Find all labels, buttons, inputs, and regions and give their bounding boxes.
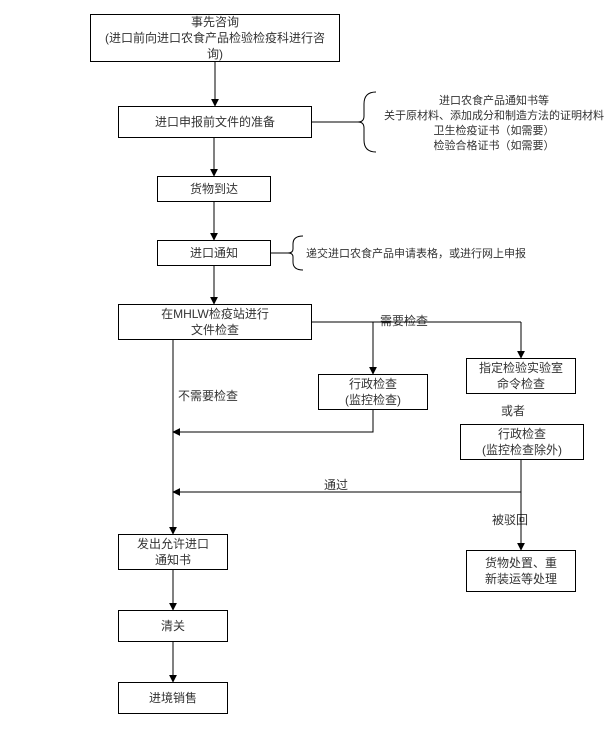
bracket-submit xyxy=(288,236,303,270)
node-sale: 进境销售 xyxy=(118,682,228,714)
label-no-check: 不需要检查 xyxy=(178,388,238,404)
node-import-notice: 进口通知 xyxy=(157,240,271,266)
label-reject: 被驳回 xyxy=(492,512,528,528)
label-pass: 通过 xyxy=(324,477,348,493)
bracket-doc-list xyxy=(358,92,376,152)
node-admin-check: 行政检查 (监控检查) xyxy=(318,374,428,410)
node-lab-check: 指定检验实验室 命令检查 xyxy=(466,358,576,394)
label-need-check: 需要检查 xyxy=(380,313,428,329)
node-dispose: 货物处置、重 新装运等处理 xyxy=(466,550,576,592)
flowchart-canvas: 事先咨询 (进口前向进口农食产品检验检疫科进行咨 询) 进口申报前文件的准备 货… xyxy=(0,0,604,741)
node-customs: 清关 xyxy=(118,610,228,642)
label-doc-list: 进口农食产品通知书等 关于原材料、添加成分和制造方法的证明材料 卫生检疫证书（如… xyxy=(384,94,604,153)
node-mhlw-check: 在MHLW检疫站进行 文件检查 xyxy=(118,304,312,340)
label-or: 或者 xyxy=(501,403,525,419)
edge-n6-merge xyxy=(173,410,373,432)
node-doc-prep: 进口申报前文件的准备 xyxy=(118,106,312,138)
label-submit-form: 递交进口农食产品申请表格，或进行网上申报 xyxy=(306,247,526,262)
node-prior-consult: 事先咨询 (进口前向进口农食产品检验检疫科进行咨 询) xyxy=(90,14,340,62)
node-goods-arrive: 货物到达 xyxy=(157,176,271,202)
node-permit-notice: 发出允许进口 通知书 xyxy=(118,534,228,570)
node-admin-check-ex: 行政检查 (监控检查除外) xyxy=(460,424,584,460)
